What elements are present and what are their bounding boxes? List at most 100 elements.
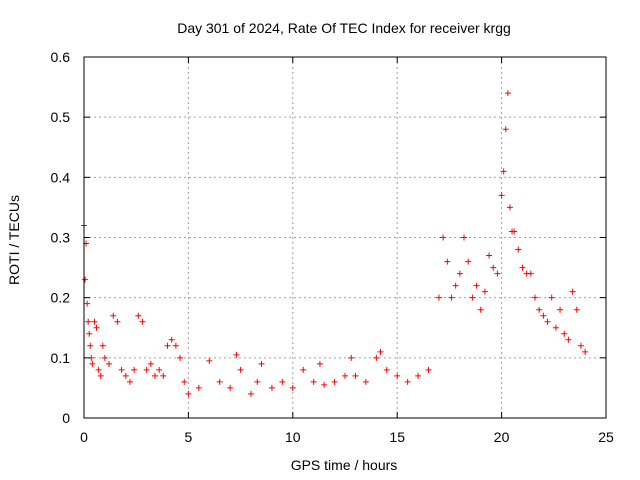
- data-point: [216, 378, 223, 385]
- data-point: [89, 360, 96, 367]
- data-point: [91, 318, 98, 325]
- tick-marks: [83, 56, 607, 419]
- data-point: [415, 372, 422, 379]
- data-point: [316, 360, 323, 367]
- data-point: [500, 168, 507, 175]
- data-point: [139, 318, 146, 325]
- data-point: [461, 234, 468, 241]
- data-point: [118, 366, 125, 373]
- data-point: [300, 366, 307, 373]
- data-point: [110, 312, 117, 319]
- x-tick-label: 15: [389, 429, 405, 445]
- data-point: [106, 360, 113, 367]
- y-tick-label: 0.4: [51, 169, 71, 185]
- data-point: [206, 357, 213, 364]
- data-point: [435, 294, 442, 301]
- data-point: [573, 306, 580, 313]
- data-point: [498, 192, 505, 199]
- x-tick-label: 25: [598, 429, 614, 445]
- data-point: [331, 378, 338, 385]
- data-point: [494, 270, 501, 277]
- grid: [84, 57, 606, 418]
- y-tick-label: 0.1: [51, 350, 71, 366]
- data-point: [114, 318, 121, 325]
- data-point: [404, 378, 411, 385]
- data-point: [548, 294, 555, 301]
- data-point: [352, 372, 359, 379]
- data-point: [84, 300, 91, 307]
- data-point: [321, 381, 328, 388]
- x-axis-label: GPS time / hours: [291, 457, 398, 473]
- data-point: [95, 366, 102, 373]
- data-point: [440, 234, 447, 241]
- y-tick-label: 0: [62, 410, 70, 426]
- data-point: [481, 288, 488, 295]
- data-point: [248, 390, 255, 397]
- data-point: [160, 372, 167, 379]
- data-point: [131, 366, 138, 373]
- data-point: [561, 330, 568, 337]
- data-point: [151, 372, 158, 379]
- scatter-points: [81, 90, 589, 397]
- data-point: [348, 354, 355, 361]
- y-tick-label: 0.3: [51, 230, 71, 246]
- data-point: [268, 384, 275, 391]
- data-point: [122, 372, 129, 379]
- data-point: [519, 264, 526, 271]
- data-point: [473, 282, 480, 289]
- data-point: [448, 294, 455, 301]
- data-point: [254, 378, 261, 385]
- data-point: [195, 384, 202, 391]
- data-point: [536, 306, 543, 313]
- data-point: [143, 366, 150, 373]
- data-point: [181, 378, 188, 385]
- data-point: [565, 336, 572, 343]
- data-point: [233, 351, 240, 358]
- x-tick-labels: 0 5 10 15 20 25: [80, 429, 614, 445]
- data-point: [394, 372, 401, 379]
- data-point: [515, 246, 522, 253]
- data-point: [506, 204, 513, 211]
- y-axis-label: ROTI / TECUs: [6, 195, 22, 285]
- data-point: [544, 318, 551, 325]
- data-point: [99, 342, 106, 349]
- data-point: [185, 390, 192, 397]
- y-tick-labels: 0 0.1 0.2 0.3 0.4 0.5 0.6: [51, 49, 71, 426]
- data-point: [310, 378, 317, 385]
- data-point: [490, 264, 497, 271]
- data-point: [227, 384, 234, 391]
- data-point: [504, 90, 511, 97]
- data-point: [527, 270, 534, 277]
- data-point: [82, 276, 89, 283]
- data-point: [172, 342, 179, 349]
- x-tick-label: 0: [80, 429, 88, 445]
- data-point: [532, 294, 539, 301]
- data-point: [85, 318, 92, 325]
- data-point: [101, 354, 108, 361]
- data-point: [93, 324, 100, 331]
- data-point: [383, 366, 390, 373]
- data-point: [452, 282, 459, 289]
- data-point: [502, 126, 509, 133]
- data-point: [469, 294, 476, 301]
- data-point: [425, 366, 432, 373]
- y-tick-label: 0.2: [51, 290, 71, 306]
- x-tick-label: 5: [185, 429, 193, 445]
- data-point: [377, 348, 384, 355]
- data-point: [362, 378, 369, 385]
- data-point: [135, 312, 142, 319]
- data-point: [552, 324, 559, 331]
- data-point: [156, 366, 163, 373]
- data-point: [456, 270, 463, 277]
- data-point: [147, 360, 154, 367]
- y-tick-label: 0.5: [51, 109, 71, 125]
- data-point: [557, 306, 564, 313]
- data-point: [582, 348, 589, 355]
- data-point: [126, 378, 133, 385]
- x-tick-label: 10: [285, 429, 301, 445]
- data-point: [97, 372, 104, 379]
- data-point: [577, 342, 584, 349]
- data-point: [237, 366, 244, 373]
- data-point: [477, 306, 484, 313]
